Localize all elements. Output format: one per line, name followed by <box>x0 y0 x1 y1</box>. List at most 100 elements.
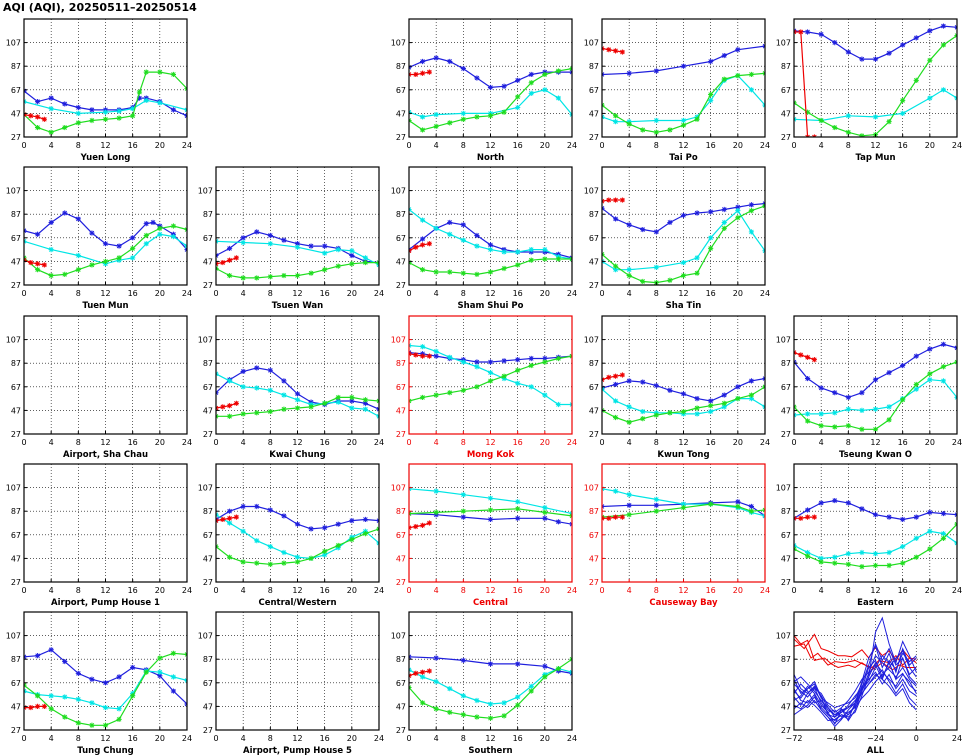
x-tick-label: 12 <box>870 586 880 595</box>
y-tick-label: 67 <box>781 679 791 688</box>
data-point <box>487 701 494 707</box>
data-point <box>116 674 122 680</box>
data-point <box>721 219 727 226</box>
x-tick-label: 12 <box>100 438 110 447</box>
series-line-red <box>602 47 623 53</box>
data-point <box>75 252 81 259</box>
x-tick-label: 4 <box>819 586 824 595</box>
x-tick-label: 16 <box>898 586 908 595</box>
data-point <box>940 87 947 93</box>
series-line-blue <box>794 673 917 724</box>
x-tick-label: 8 <box>461 438 466 447</box>
data-point <box>748 229 755 235</box>
x-tick-label: 12 <box>870 438 880 447</box>
data-point <box>308 526 314 532</box>
x-tick-label: 8 <box>461 586 466 595</box>
data-point <box>542 355 548 362</box>
x-tick-label: 4 <box>819 438 824 447</box>
data-point <box>886 50 892 56</box>
x-tick-label: 0 <box>213 289 218 298</box>
data-point <box>157 225 163 231</box>
data-point <box>447 269 453 275</box>
y-tick-label: 87 <box>589 62 599 71</box>
data-point <box>226 520 233 526</box>
panel-title: Kwai Chung <box>269 450 326 460</box>
data-point <box>116 115 122 121</box>
series-line-blue <box>602 45 765 76</box>
data-point <box>886 119 892 125</box>
data-point <box>872 512 879 518</box>
plot-series <box>602 372 765 425</box>
data-point <box>426 668 432 674</box>
y-tick-label: 27 <box>11 133 21 142</box>
data-point <box>294 554 301 560</box>
y-tick-label: 27 <box>11 726 21 735</box>
data-point <box>143 232 149 239</box>
data-point <box>542 392 548 398</box>
data-point <box>748 396 755 402</box>
y-tick-label: 107 <box>198 187 213 196</box>
data-point <box>859 133 865 137</box>
data-point <box>748 87 755 93</box>
x-tick-label: 8 <box>846 586 851 595</box>
y-tick-label: 27 <box>781 578 791 587</box>
data-point <box>694 405 700 411</box>
y-tick-label: 107 <box>198 632 213 641</box>
data-point <box>413 352 419 358</box>
plot-area <box>216 316 379 434</box>
x-tick-label: 12 <box>100 586 110 595</box>
data-point <box>233 514 239 520</box>
x-tick-label: 24 <box>952 438 962 447</box>
data-point <box>240 559 246 565</box>
data-point <box>487 378 494 384</box>
data-point <box>653 117 659 124</box>
plot-series <box>216 229 379 281</box>
data-point <box>501 249 507 255</box>
y-tick-label: 87 <box>11 655 21 664</box>
data-point <box>487 516 494 523</box>
data-point <box>447 709 453 715</box>
x-tick-label: 24 <box>374 289 384 298</box>
y-tick-label: 27 <box>203 430 213 439</box>
data-point <box>619 372 625 378</box>
data-point <box>433 225 439 231</box>
plot-area <box>216 167 379 285</box>
data-point <box>708 209 714 215</box>
data-point <box>130 664 136 671</box>
data-point <box>48 95 54 101</box>
data-point <box>748 508 755 514</box>
panel-title: Kwun Tong <box>657 450 709 460</box>
data-point <box>940 535 947 541</box>
chart-panel: −72 −48 −24 0 24 27 47 67 87 107 ALL <box>776 611 962 755</box>
x-tick-label: 4 <box>49 734 54 743</box>
panel-title: Sha Tin <box>666 301 702 311</box>
y-tick-label: 87 <box>589 359 599 368</box>
y-tick-label: 87 <box>203 210 213 219</box>
data-point <box>804 411 811 417</box>
data-point <box>136 95 143 101</box>
x-tick-label: 16 <box>513 141 523 150</box>
data-point <box>413 523 419 530</box>
series-line-red <box>409 353 430 357</box>
panel-title: Tai Po <box>669 153 698 163</box>
data-point <box>845 49 851 55</box>
x-tick-label: 20 <box>347 438 357 447</box>
data-point <box>474 114 480 120</box>
data-point <box>143 221 149 227</box>
data-point <box>335 399 341 405</box>
data-point <box>886 417 892 423</box>
panel-title: Tap Mun <box>855 153 895 163</box>
plot-series <box>794 497 957 570</box>
data-point <box>940 42 947 48</box>
y-tick-label: 87 <box>11 359 21 368</box>
data-point <box>426 241 432 247</box>
data-point <box>845 551 851 557</box>
x-tick-label: 20 <box>540 438 550 447</box>
data-point <box>102 109 109 115</box>
y-tick-label: 27 <box>589 281 599 290</box>
x-tick-label: 16 <box>706 141 716 150</box>
plot-area <box>24 316 187 434</box>
data-point <box>501 358 507 364</box>
data-point <box>34 267 41 273</box>
y-tick-label: 87 <box>781 62 791 71</box>
